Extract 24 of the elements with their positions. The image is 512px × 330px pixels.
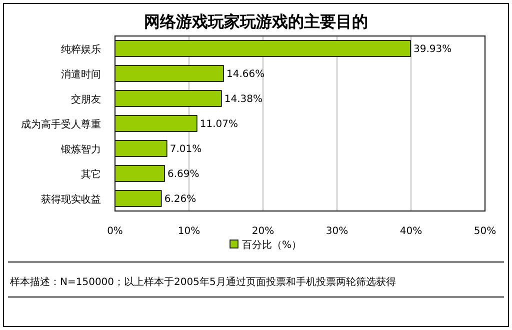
data-label: 7.01%	[170, 144, 202, 155]
y-tick-label: 交朋友	[71, 94, 101, 106]
y-tick-label: 获得现实收益	[41, 194, 101, 206]
data-label: 14.66%	[226, 69, 265, 80]
data-label: 6.26%	[164, 194, 196, 205]
y-tick-label: 纯粹娱乐	[61, 44, 101, 56]
data-label: 39.93%	[413, 44, 452, 55]
y-tick-label: 其它	[81, 168, 101, 180]
y-tick-label: 成为高手受人尊重	[21, 118, 101, 130]
x-tick-label: 10%	[178, 226, 200, 237]
y-tick-label: 锻炼智力	[60, 144, 101, 156]
data-label: 6.69%	[168, 169, 200, 180]
text: 样本描述：N=150000；以上样本于2005年5月通过页面投票和手机投票两轮筛选获得	[10, 276, 396, 288]
data-label: 11.07%	[200, 119, 238, 130]
legend-label: 百分比（%）	[242, 239, 302, 251]
x-tick-label: 0%	[107, 226, 123, 237]
legend: 百分比（%）	[230, 240, 302, 251]
x-tick-label: 20%	[252, 226, 274, 237]
y-tick-label: 消遣时间	[61, 68, 101, 80]
chart-title: 网络游戏玩家玩游戏的主要目的	[144, 12, 368, 31]
x-tick-label: 50%	[474, 226, 496, 237]
x-tick-label: 30%	[326, 226, 348, 237]
x-tick-label: 40%	[400, 226, 422, 237]
data-label: 14.38%	[224, 94, 263, 105]
